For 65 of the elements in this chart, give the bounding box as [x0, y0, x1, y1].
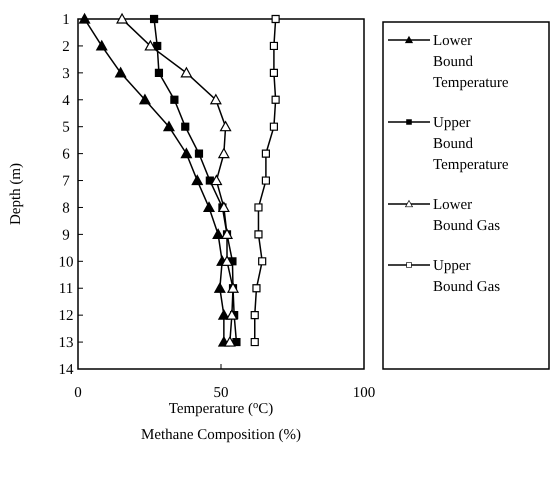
point: [180, 67, 192, 78]
point: [226, 310, 238, 320]
point: [270, 68, 278, 77]
point: [163, 121, 175, 132]
y-tick-label: 1: [62, 12, 70, 28]
legend-label: Upper Bound Gas: [433, 258, 500, 295]
text: Methane Composition (%): [141, 427, 301, 443]
point: [221, 256, 233, 266]
point: [252, 284, 261, 292]
point: [203, 202, 215, 212]
point: [150, 14, 158, 24]
y-tick-label: 5: [62, 120, 70, 136]
point: [262, 150, 270, 158]
point: [250, 311, 259, 320]
point: [115, 67, 126, 78]
y-tick-label: 11: [58, 281, 74, 298]
point: [212, 228, 224, 239]
y-tick-label: 4: [62, 92, 70, 109]
x-tick-label: 50: [214, 385, 228, 401]
point: [116, 13, 128, 24]
point: [224, 336, 236, 347]
y-tick-label: 6: [62, 146, 70, 163]
y-tick-label: 3: [62, 66, 70, 82]
point: [181, 122, 190, 131]
point: [272, 96, 280, 104]
point: [258, 257, 266, 266]
y-tick-label: 13: [58, 335, 74, 352]
point: [154, 68, 164, 77]
y-tick-label: 10: [58, 254, 74, 270]
y-tick-label: 12: [58, 308, 74, 324]
point: [270, 122, 278, 131]
point: [218, 202, 230, 212]
point: [272, 14, 280, 24]
x-tick-label: 100: [352, 385, 376, 401]
y-axis-title: Depth (m): [8, 162, 24, 226]
point: [270, 42, 278, 50]
point: [78, 13, 90, 24]
point: [210, 174, 222, 186]
point: [180, 148, 192, 158]
point: [210, 94, 222, 104]
point: [254, 203, 263, 212]
legend-label: Lower Bound Gas: [433, 197, 500, 234]
y-tick-label: 8: [62, 200, 70, 216]
point: [192, 174, 203, 186]
point: [254, 230, 263, 238]
x-tick-label: 0: [74, 385, 82, 401]
point: [194, 150, 204, 158]
y-tick-label: 2: [62, 38, 70, 55]
y-tick-label: 7: [62, 174, 70, 190]
point: [218, 148, 230, 158]
point: [220, 121, 232, 132]
legend-label: Lower Bound Temperature: [433, 33, 509, 91]
point: [218, 310, 230, 320]
y-tick-label: 9: [62, 227, 70, 244]
point: [262, 176, 270, 185]
point: [214, 282, 226, 293]
point: [170, 96, 178, 104]
y-tick-label: 14: [58, 362, 74, 378]
point: [144, 40, 156, 51]
point: [250, 338, 259, 346]
legend-label: Upper Bound Temperature: [433, 115, 509, 173]
point: [139, 94, 151, 104]
point: [96, 40, 108, 51]
point: [153, 42, 162, 50]
x-axis-title: Temperature ($^{o}$C): [168, 400, 274, 417]
